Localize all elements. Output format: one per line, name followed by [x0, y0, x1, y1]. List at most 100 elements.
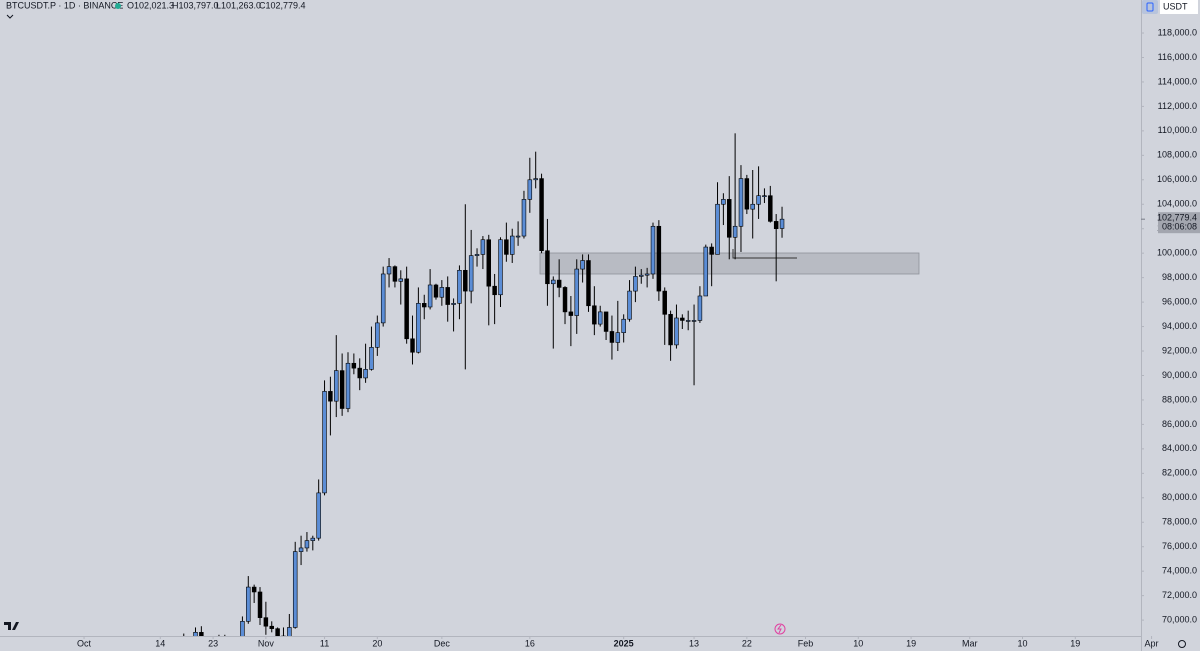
candle-body	[539, 178, 544, 252]
x-tick-label: 19	[906, 638, 916, 648]
candle-body	[257, 591, 263, 618]
candle-body	[691, 320, 697, 322]
event-icon[interactable]	[774, 623, 786, 635]
y-tick-label: 110,000.0	[1158, 125, 1197, 135]
candle-body	[468, 255, 474, 292]
candles	[183, 133, 785, 636]
candle-body	[422, 303, 427, 308]
ohlc-close: C102,779.4	[259, 0, 306, 10]
candle-body	[668, 314, 673, 346]
candle-body	[574, 268, 579, 316]
candle-body	[562, 287, 568, 313]
event-bolt	[777, 624, 782, 634]
candle-body	[269, 625, 274, 629]
candle-body	[597, 311, 603, 325]
candle-body	[727, 199, 732, 238]
ohlc-high: H103,797.0	[172, 0, 219, 10]
compare-icon	[1146, 2, 1154, 12]
candle-body	[275, 628, 280, 636]
y-tick-label: 118,000.0	[1158, 27, 1197, 37]
candle-body	[492, 285, 497, 296]
candle-body	[627, 290, 632, 320]
y-tick-label: 116,000.0	[1158, 52, 1197, 62]
ohlc-low: L101,263.0	[216, 0, 261, 10]
candle-body	[316, 492, 321, 539]
candle-body	[298, 547, 304, 552]
candle-body	[416, 303, 421, 353]
candle-body	[445, 287, 450, 305]
candle-body	[404, 278, 409, 340]
candle-body	[615, 332, 621, 343]
candle-body	[463, 269, 468, 292]
candle-body	[498, 239, 503, 296]
countdown-label: 08:06:08	[1162, 222, 1197, 232]
candle-body	[363, 369, 368, 379]
x-tick-label: 23	[208, 638, 218, 648]
candle-body	[375, 322, 380, 348]
x-tick-label: 14	[155, 638, 165, 648]
candle-body	[756, 195, 761, 205]
x-tick-label: 10	[1018, 638, 1028, 648]
currency-button-bg[interactable]	[1160, 0, 1198, 14]
candle-body	[633, 276, 638, 292]
candle-body	[439, 287, 445, 298]
candle-body	[386, 266, 392, 275]
candle-body	[486, 239, 492, 287]
y-tick-label: 100,000.0	[1157, 248, 1197, 258]
candle-body	[603, 311, 609, 332]
x-tick-label: Oct	[77, 638, 92, 648]
candle-body	[334, 370, 339, 402]
candle-body	[322, 391, 327, 494]
y-tick-label: 82,000.0	[1162, 468, 1197, 478]
logo[interactable]	[4, 622, 19, 630]
y-tick-label: 94,000.0	[1162, 321, 1197, 331]
candle-body	[345, 362, 351, 409]
compare-button[interactable]	[1142, 0, 1158, 14]
candle-body	[515, 235, 521, 238]
y-tick-label: 76,000.0	[1162, 541, 1197, 551]
candle-body	[650, 225, 656, 275]
candle-body	[738, 178, 744, 227]
candle-body	[527, 179, 533, 200]
candle-body	[715, 203, 720, 255]
candle-body	[703, 246, 709, 297]
candle-body	[551, 279, 556, 285]
candle-body	[521, 199, 527, 237]
candle-body	[656, 225, 662, 292]
last-price-box	[1158, 212, 1200, 234]
candle-body	[251, 586, 257, 593]
y-tick-label: 112,000.0	[1158, 101, 1197, 111]
candle-body	[398, 278, 404, 282]
candle-body	[762, 195, 767, 197]
symbol-title[interactable]: BTCUSDT.P · 1D · BINANCE	[6, 0, 123, 10]
settings-icon[interactable]	[1178, 640, 1186, 648]
y-tick-label: 84,000.0	[1162, 443, 1197, 453]
candle-body	[304, 540, 310, 549]
x-tick-label: Mar	[962, 638, 978, 648]
y-tick-label: 70,000.0	[1162, 614, 1197, 624]
x-tick-label: 10	[853, 638, 863, 648]
x-tick-label: Feb	[798, 638, 814, 648]
x-tick-label: 19	[1070, 638, 1080, 648]
candle-body	[480, 239, 486, 255]
y-tick-label: 90,000.0	[1162, 370, 1197, 380]
collapse-chevron[interactable]	[6, 14, 14, 19]
candle-body	[287, 627, 292, 636]
y-tick-label: 78,000.0	[1162, 517, 1197, 527]
candle-body	[721, 199, 726, 205]
x-tick-label: 16	[525, 638, 535, 648]
candle-body	[697, 295, 703, 321]
x-tick-label: 11	[320, 638, 329, 648]
candle-body	[351, 362, 357, 369]
x-tick-label: Apr	[1145, 638, 1159, 648]
currency-button[interactable]: USDT	[1163, 1, 1188, 11]
candle-body	[639, 274, 644, 277]
candle-body	[580, 260, 585, 270]
candle-body	[773, 221, 779, 230]
candle-body	[768, 195, 773, 222]
marker-line[interactable]	[732, 249, 797, 259]
candle-body	[609, 331, 615, 343]
x-tick-label: Nov	[258, 638, 275, 648]
x-tick-label: 20	[372, 638, 382, 648]
